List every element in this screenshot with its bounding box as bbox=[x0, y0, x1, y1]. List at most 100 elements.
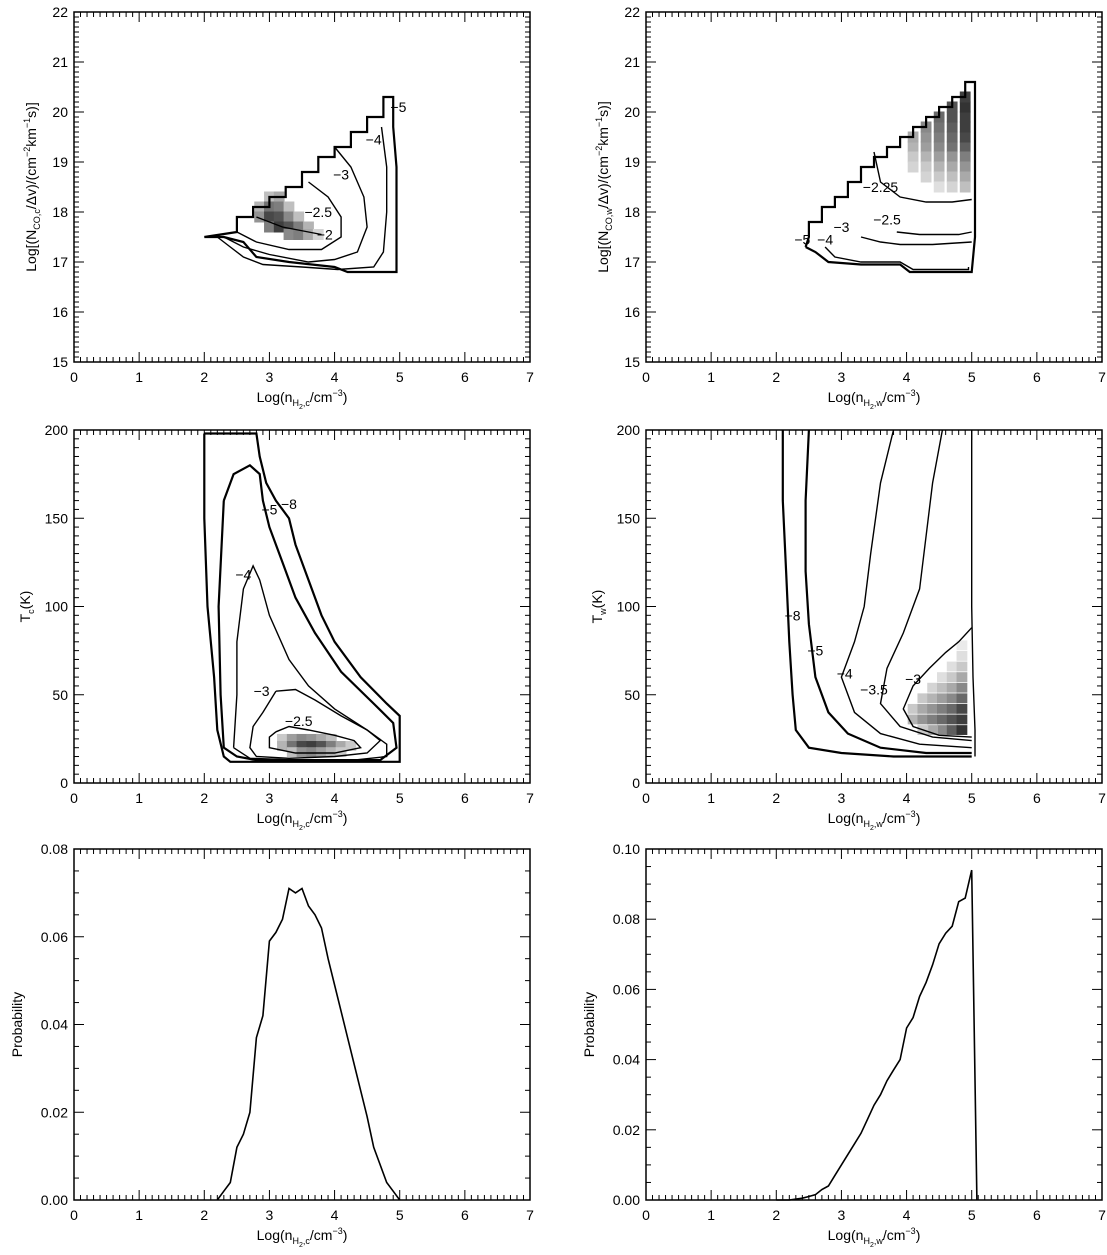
density-cell bbox=[933, 141, 945, 153]
y-tick-label: 21 bbox=[624, 54, 640, 70]
x-tick-label: 7 bbox=[526, 1207, 534, 1223]
density-cell bbox=[937, 682, 948, 693]
density-cell bbox=[933, 131, 945, 143]
density-cell bbox=[959, 131, 971, 143]
density-cell bbox=[296, 747, 308, 758]
density-cell bbox=[316, 733, 327, 744]
contour-label: −5 bbox=[390, 99, 406, 115]
x-tick-label: 7 bbox=[1098, 790, 1106, 806]
contour-label: −3 bbox=[254, 683, 270, 699]
y-tick-label: 0 bbox=[632, 775, 640, 791]
x-tick-label: 7 bbox=[526, 369, 534, 385]
density-cell bbox=[956, 703, 968, 714]
y-tick-label: 50 bbox=[52, 687, 68, 703]
contour-line bbox=[204, 95, 398, 274]
density-cell bbox=[933, 161, 945, 173]
contour-label: −2.5 bbox=[873, 212, 901, 228]
density-cell bbox=[907, 703, 919, 714]
density-cell bbox=[293, 229, 305, 240]
density-cell bbox=[933, 121, 945, 133]
density-cell bbox=[946, 693, 958, 704]
density-cell bbox=[927, 682, 939, 693]
density-cell bbox=[286, 741, 298, 751]
contour-label: −4 bbox=[817, 232, 833, 248]
x-tick-label: 4 bbox=[331, 1207, 339, 1223]
x-tick-label: 2 bbox=[772, 369, 780, 385]
x-axis-label: Log(nH2,w/cm−3) bbox=[828, 388, 921, 411]
density-cell bbox=[306, 733, 318, 744]
density-cell bbox=[937, 725, 948, 735]
density-cell bbox=[946, 111, 958, 123]
y-tick-label: 50 bbox=[624, 687, 640, 703]
y-tick-label: 16 bbox=[52, 304, 68, 320]
contour-label: −5 bbox=[261, 501, 277, 517]
y-tick-label: 0.00 bbox=[41, 1192, 68, 1208]
density-cell bbox=[927, 725, 939, 735]
contour-line bbox=[232, 564, 388, 761]
y-tick-label: 0.02 bbox=[613, 1122, 640, 1138]
contour-line bbox=[804, 80, 977, 274]
density-cell bbox=[946, 661, 958, 672]
x-tick-label: 7 bbox=[526, 790, 534, 806]
x-tick-label: 0 bbox=[70, 790, 78, 806]
y-tick-label: 19 bbox=[52, 154, 68, 170]
x-tick-label: 4 bbox=[331, 369, 339, 385]
density-cell bbox=[907, 161, 919, 173]
contour-line bbox=[840, 429, 972, 749]
density-cell bbox=[264, 221, 275, 233]
y-tick-label: 0.06 bbox=[41, 929, 68, 945]
y-tick-label: 20 bbox=[624, 104, 640, 120]
contour-line bbox=[860, 236, 972, 246]
density-cell bbox=[254, 211, 266, 223]
density-cell bbox=[264, 211, 275, 223]
contour-label: −3 bbox=[333, 167, 349, 183]
density-cell bbox=[316, 747, 327, 758]
x-tick-label: 2 bbox=[772, 1207, 780, 1223]
x-tick-label: 4 bbox=[331, 790, 339, 806]
y-tick-label: 0.02 bbox=[41, 1104, 68, 1120]
x-tick-label: 1 bbox=[707, 1207, 715, 1223]
y-tick-label: 150 bbox=[617, 510, 641, 526]
panel-p3: −8−5 −4 −3 −2.5 0 1 2 3 4 5 6 7 0 50 100 150 200 Log(nH2,… bbox=[17, 422, 534, 832]
contour-line bbox=[217, 463, 398, 762]
density-cell bbox=[959, 121, 971, 133]
x-tick-label: 2 bbox=[200, 1207, 208, 1223]
x-tick-label: 0 bbox=[70, 1207, 78, 1223]
y-tick-label: 17 bbox=[624, 254, 640, 270]
density-cell bbox=[946, 725, 958, 735]
contour-line bbox=[879, 429, 972, 742]
contour-label: −4 bbox=[837, 666, 853, 682]
density-cell bbox=[920, 161, 932, 173]
x-tick-label: 6 bbox=[461, 790, 469, 806]
contour-line bbox=[249, 688, 382, 760]
contour-line bbox=[804, 429, 972, 755]
x-tick-label: 7 bbox=[1098, 369, 1106, 385]
x-tick-label: 0 bbox=[70, 369, 78, 385]
contour-label: −2.5 bbox=[285, 713, 313, 729]
density-cell bbox=[920, 151, 932, 163]
y-tick-label: 100 bbox=[45, 599, 69, 615]
panel-p5: 0 1 2 3 4 5 6 7 0.00 0.02 0.04 0.06 0.08 Log(nH2,c/cm… bbox=[9, 841, 534, 1249]
density-cell bbox=[959, 151, 971, 163]
y-tick-label: 0.00 bbox=[613, 1192, 640, 1208]
y-axis-label: Log[(NCO,c/Δv)/(cm−2km−1s)] bbox=[22, 102, 42, 271]
panel-p1: −5 −4 −3 −2.5 −2 0 1 2 3 4 5 6 7 15 16 17 18 19 20 21 22 Log(… bbox=[22, 4, 534, 411]
density-cell bbox=[959, 141, 971, 153]
x-tick-label: 6 bbox=[461, 1207, 469, 1223]
y-tick-label: 200 bbox=[617, 422, 641, 438]
density-cell bbox=[956, 682, 968, 693]
density-cell bbox=[946, 131, 958, 143]
density-cell bbox=[927, 714, 939, 725]
x-tick-label: 5 bbox=[968, 790, 976, 806]
y-tick-label: 22 bbox=[624, 4, 640, 20]
plot-frame bbox=[645, 429, 1103, 784]
contour-label: −4 bbox=[366, 132, 382, 148]
y-axis-label: Log[(NCO,w/Δv)/(cm−2km−1s)] bbox=[594, 101, 614, 272]
x-tick-label: 6 bbox=[1033, 790, 1041, 806]
y-axis-label: Tc(K) bbox=[17, 591, 36, 623]
contour-label: −3 bbox=[833, 219, 849, 235]
density-cell bbox=[946, 161, 958, 173]
x-tick-label: 1 bbox=[707, 369, 715, 385]
x-tick-label: 2 bbox=[200, 369, 208, 385]
x-tick-label: 5 bbox=[968, 1207, 976, 1223]
